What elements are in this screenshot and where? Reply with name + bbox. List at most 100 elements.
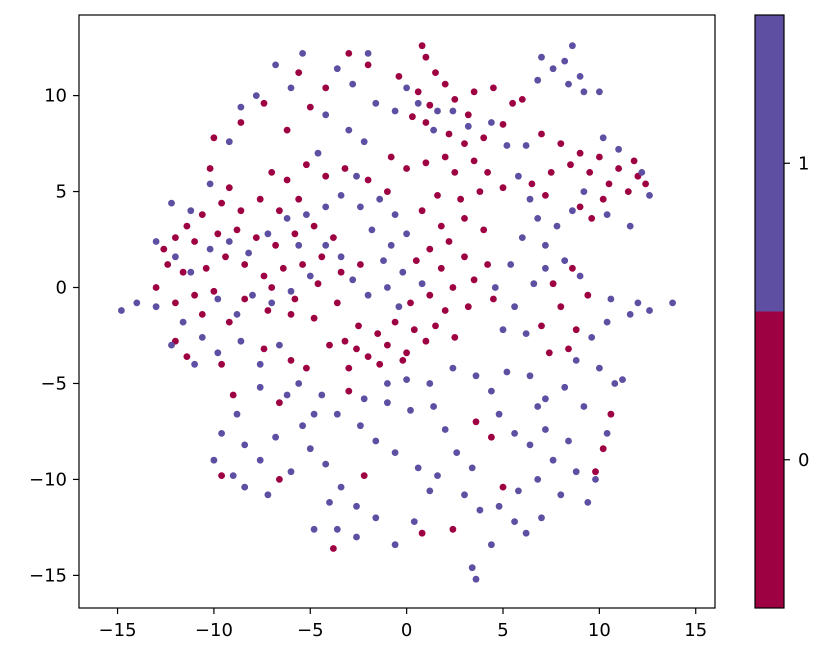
x-tick-label-5: 10 [588, 620, 611, 641]
scatter-point-1-51 [218, 430, 226, 437]
scatter-point-0-135 [326, 341, 333, 349]
scatter-point-1-35 [152, 303, 160, 311]
scatter-point-0-113 [152, 284, 160, 291]
scatter-point-1-151 [638, 169, 646, 176]
scatter-point-1-100 [495, 410, 503, 418]
scatter-point-1-42 [276, 341, 283, 349]
scatter-point-0-23 [451, 169, 459, 176]
scatter-point-0-130 [183, 353, 191, 360]
scatter-point-1-85 [565, 437, 572, 445]
scatter-point-1-188 [357, 422, 364, 430]
scatter-point-1-47 [384, 399, 391, 407]
scatter-point-0-60 [399, 357, 407, 364]
scatter-point-0-107 [260, 272, 268, 280]
scatter-point-1-65 [333, 525, 341, 533]
scatter-point-0-5 [451, 96, 459, 103]
scatter-point-0-121 [357, 261, 364, 268]
scatter-point-1-156 [569, 207, 576, 215]
y-axis: −15 −10 −5 0 5 10 [29, 86, 79, 586]
scatter-point-0-109 [222, 253, 229, 261]
scatter-point-1-105 [596, 364, 603, 372]
scatter-point-1-78 [468, 564, 476, 572]
scatter-point-0-6 [464, 111, 472, 119]
scatter-point-0-164 [499, 483, 507, 491]
scatter-point-0-149 [276, 399, 283, 407]
scatter-point-0-112 [164, 261, 172, 268]
scatter-point-1-83 [526, 441, 534, 449]
scatter-point-0-49 [391, 318, 399, 326]
scatter-point-1-178 [299, 422, 306, 430]
scatter-point-1-25 [306, 272, 314, 280]
scatter-point-0-150 [360, 472, 368, 479]
scatter-point-1-120 [522, 330, 530, 337]
scatter-point-0-168 [276, 476, 283, 483]
scatter-point-0-169 [218, 472, 226, 479]
scatter-point-0-152 [565, 345, 572, 353]
scatter-point-1-71 [453, 449, 461, 456]
scatter-point-1-84 [542, 426, 549, 433]
scatter-point-0-14 [509, 99, 516, 107]
scatter-point-0-122 [333, 299, 341, 307]
scatter-point-0-38 [461, 253, 468, 261]
scatter-point-0-34 [445, 238, 453, 245]
scatter-point-1-177 [283, 391, 291, 399]
scatter-point-1-121 [499, 326, 507, 334]
scatter-point-0-2 [441, 80, 449, 88]
colorbar-tick-label-1: 1 [798, 153, 809, 174]
scatter-point-1-132 [488, 119, 495, 126]
scatter-point-0-91 [218, 199, 226, 207]
scatter-point-1-127 [534, 215, 542, 222]
scatter-point-0-47 [432, 322, 439, 330]
scatter-point-1-81 [534, 476, 542, 483]
scatter-point-1-122 [491, 284, 499, 291]
scatter-point-1-147 [549, 65, 557, 73]
scatter-point-1-29 [249, 291, 256, 299]
scatter-point-0-140 [210, 134, 218, 142]
scatter-point-0-85 [283, 176, 291, 184]
scatter-point-0-35 [426, 245, 434, 253]
scatter-point-1-37 [118, 307, 125, 314]
scatter-point-0-117 [268, 284, 276, 291]
scatter-point-1-154 [603, 211, 611, 219]
scatter-point-0-147 [206, 165, 214, 172]
scatter-point-1-36 [133, 299, 141, 307]
scatter-point-1-15 [403, 230, 410, 238]
scatter-point-0-103 [330, 234, 337, 242]
scatter-point-0-87 [295, 195, 303, 203]
y-tick-label-0: −15 [29, 565, 67, 586]
scatter-point-1-184 [441, 426, 449, 433]
scatter-point-0-123 [310, 314, 318, 322]
scatter-point-1-134 [449, 107, 457, 115]
scatter-point-0-10 [395, 73, 403, 80]
scatter-point-0-165 [449, 525, 457, 533]
scatter-point-0-124 [287, 311, 295, 318]
scatter-point-0-142 [306, 103, 314, 111]
scatter-point-1-73 [461, 491, 468, 499]
scatter-point-1-67 [410, 518, 418, 525]
scatter-point-0-30 [418, 207, 426, 215]
scatter-point-0-95 [160, 245, 168, 253]
scatter-point-0-18 [461, 140, 468, 148]
scatter-point-0-39 [484, 261, 491, 268]
scatter-point-1-2 [349, 80, 357, 88]
scatter-point-0-125 [264, 307, 272, 314]
scatter-point-1-173 [283, 215, 291, 222]
scatter-point-0-3 [414, 88, 422, 96]
scatter-point-1-79 [472, 575, 480, 583]
scatter-point-0-64 [576, 149, 584, 157]
scatter-point-0-101 [291, 230, 299, 238]
scatter-point-1-91 [592, 476, 599, 483]
scatter-point-1-39 [214, 349, 222, 357]
scatter-point-1-186 [403, 376, 410, 383]
scatter-point-1-52 [241, 441, 249, 449]
scatter-point-1-64 [353, 533, 360, 541]
scatter-point-0-115 [191, 291, 199, 299]
scatter-point-0-79 [588, 215, 596, 222]
scatter-point-1-153 [626, 222, 634, 230]
scatter-point-0-81 [364, 176, 372, 184]
scatter-point-1-165 [168, 199, 175, 207]
scatter-point-0-58 [345, 364, 353, 372]
scatter-point-0-0 [422, 53, 430, 61]
scatter-point-1-189 [372, 437, 380, 445]
scatter-point-1-170 [225, 238, 233, 245]
